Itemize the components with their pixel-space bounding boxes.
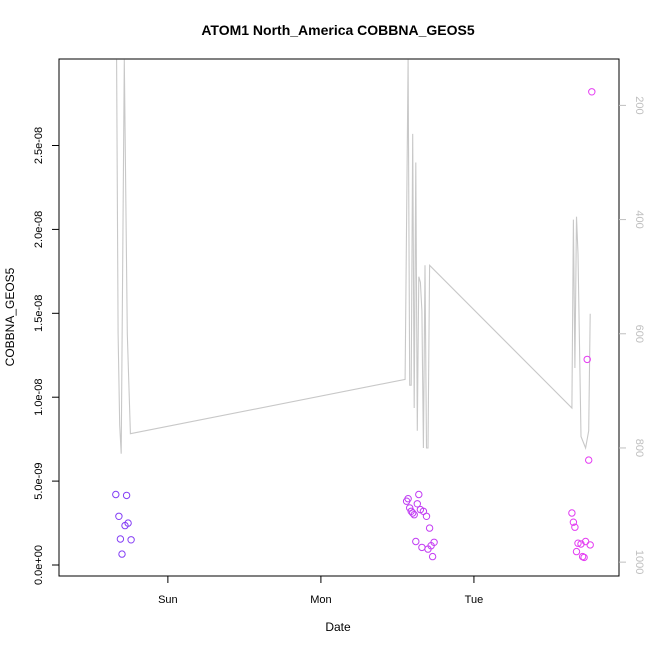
- plot-frame: [58, 58, 620, 577]
- data-point: [569, 518, 578, 526]
- data-point: [122, 491, 131, 500]
- y-tick-label: 0.0e+00: [33, 545, 45, 585]
- data-point: [127, 536, 135, 544]
- y-axis-label: COBBNA_GEOS5: [3, 267, 17, 366]
- x-tick-label: Sun: [158, 594, 178, 606]
- x-tick-label: Tue: [465, 594, 484, 606]
- y-tick-label: 1.0e-08: [33, 379, 45, 416]
- y2-tick-label: 800: [633, 439, 645, 457]
- data-point: [124, 519, 132, 527]
- y-tick-label: 2.5e-08: [33, 127, 45, 164]
- data-point: [585, 456, 593, 464]
- data-point: [112, 490, 120, 499]
- x-tick-label: Mon: [310, 594, 331, 606]
- y2-tick-label: 200: [633, 96, 645, 114]
- points-series: [112, 88, 596, 562]
- data-point: [568, 509, 576, 517]
- data-point: [410, 511, 418, 519]
- x-axis: Sun Mon Tue: [158, 576, 483, 606]
- y2-tick-label: 600: [633, 325, 645, 343]
- data-point: [572, 547, 581, 556]
- data-point: [412, 537, 420, 546]
- data-point: [116, 535, 125, 543]
- y-axis-left: 0.0e+00 5.0e-09 1.0e-08 1.5e-08 2.0e-08 2.5e-…: [33, 127, 59, 585]
- y-axis-right: 200 400 600 800 1000: [619, 96, 645, 574]
- y-tick-label: 1.5e-08: [33, 295, 45, 332]
- data-point: [580, 553, 588, 562]
- data-point: [118, 550, 126, 558]
- chart-title: ATOM1 North_America COBBNA_GEOS5: [201, 22, 475, 38]
- data-point: [574, 539, 582, 547]
- data-point: [588, 88, 596, 96]
- data-point: [571, 523, 579, 531]
- data-point: [583, 355, 591, 364]
- data-point: [418, 543, 426, 552]
- series-line: [116, 59, 591, 454]
- y-tick-label: 5.0e-09: [33, 462, 45, 499]
- data-point: [415, 490, 423, 499]
- line-series: [116, 59, 591, 454]
- data-point: [586, 541, 594, 549]
- x-axis-label: Date: [325, 620, 351, 634]
- y2-tick-label: 400: [633, 210, 645, 228]
- data-point: [422, 512, 431, 520]
- data-point: [115, 512, 123, 520]
- data-point: [404, 495, 412, 503]
- data-point: [409, 509, 417, 517]
- data-point: [425, 524, 434, 532]
- y-tick-label: 2.0e-08: [33, 211, 45, 248]
- data-point: [413, 500, 421, 508]
- data-point: [430, 538, 438, 546]
- data-point: [428, 552, 437, 561]
- y2-tick-label: 1000: [633, 550, 645, 574]
